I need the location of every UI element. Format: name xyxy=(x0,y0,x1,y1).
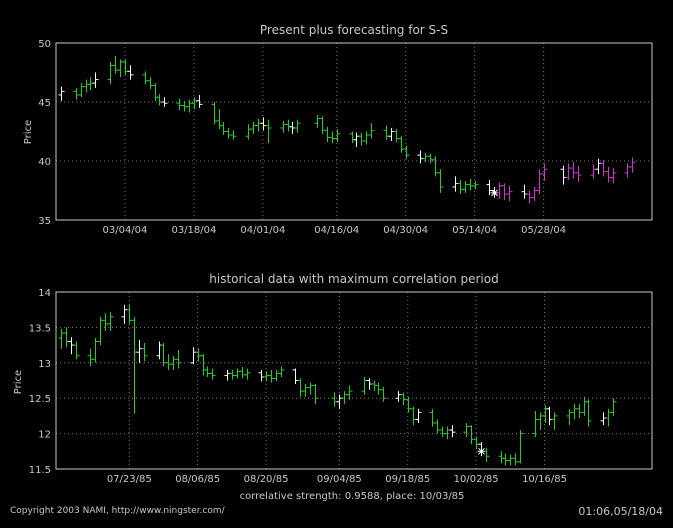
historical-chart-frame xyxy=(55,291,653,470)
price-bar xyxy=(472,181,479,190)
price-bar xyxy=(403,145,410,159)
current-point-star-marker xyxy=(477,447,486,456)
price-bar xyxy=(517,430,524,464)
price-bar xyxy=(73,341,80,360)
price-bar xyxy=(230,130,237,140)
price-bar xyxy=(449,425,456,438)
forecast-price-bar xyxy=(575,165,582,183)
price-bar xyxy=(175,350,182,369)
forecast-chart-title: Present plus forecasting for S-S xyxy=(260,23,448,37)
price-bar xyxy=(244,368,251,380)
historical-chart-price-bars xyxy=(58,304,617,466)
price-bar xyxy=(312,384,319,404)
price-bar xyxy=(278,366,285,377)
y-tick-label: 35 xyxy=(38,216,51,227)
forecast-chart-gridlines xyxy=(56,43,652,220)
forecast-price-bar xyxy=(506,185,513,202)
price-bar xyxy=(107,311,114,331)
x-tick-label: 08/06/85 xyxy=(175,474,220,485)
price-bar xyxy=(334,129,341,143)
forecast-price-bar xyxy=(610,168,617,184)
x-tick-label: 05/28/04 xyxy=(521,225,566,236)
price-bar xyxy=(209,368,216,380)
generated-timestamp: 01:06,05/18/04 xyxy=(578,505,663,518)
x-tick-label: 10/02/85 xyxy=(454,474,499,485)
y-tick-label: 11.5 xyxy=(29,465,51,476)
price-bar xyxy=(368,123,375,139)
price-bar xyxy=(610,398,617,416)
price-bar xyxy=(551,412,558,431)
x-tick-label: 08/20/85 xyxy=(244,474,289,485)
price-bar xyxy=(294,119,301,133)
price-bar xyxy=(265,119,272,144)
historical-chart-title: historical data with maximum correlation… xyxy=(209,272,498,286)
price-bar xyxy=(127,65,134,80)
y-tick-label: 45 xyxy=(38,98,51,109)
forecast-chart-y-axis-label: Price xyxy=(23,120,34,144)
x-tick-label: 09/04/85 xyxy=(317,474,362,485)
x-tick-label: 05/14/04 xyxy=(452,225,497,236)
forecast-price-bar xyxy=(629,157,636,173)
y-tick-label: 13 xyxy=(38,359,51,370)
y-tick-label: 12 xyxy=(38,430,51,441)
price-bar xyxy=(483,447,490,462)
price-bar xyxy=(437,169,444,193)
x-tick-label: 04/01/04 xyxy=(240,225,285,236)
price-bar xyxy=(92,72,99,88)
forecast-chart-ticks: 35 40 45 50 03/04/04 03/18/04 04/01/04 04/16/04… xyxy=(38,39,566,236)
price-bar xyxy=(161,97,168,107)
price-bar xyxy=(58,86,65,101)
correlation-caption: correlative strength: 0.9588, place: 10/… xyxy=(240,491,465,502)
forecast-chart-price-bars xyxy=(58,55,636,204)
y-tick-label: 40 xyxy=(38,157,51,168)
copyright-notice: Copyright 2003 NAMI, http://www.ningster… xyxy=(10,506,225,516)
x-tick-label: 03/04/04 xyxy=(102,225,147,236)
historical-chart-ticks: 11.5 12 12.5 13 13.5 14 07/23/85 08/06/85 08/20/… xyxy=(29,288,567,485)
x-tick-label: 07/23/85 xyxy=(107,474,152,485)
y-tick-label: 50 xyxy=(38,39,51,50)
y-tick-label: 13.5 xyxy=(29,323,51,334)
historical-chart-y-axis-label: Price xyxy=(13,370,24,394)
forecast-price-bar xyxy=(541,163,548,182)
x-tick-label: 04/30/04 xyxy=(383,225,428,236)
forecast-chart-frame xyxy=(55,42,653,221)
x-tick-label: 03/18/04 xyxy=(171,225,216,236)
price-bar xyxy=(380,386,387,402)
y-tick-label: 12.5 xyxy=(29,394,51,405)
y-tick-label: 14 xyxy=(38,288,51,299)
x-tick-label: 10/16/85 xyxy=(522,474,567,485)
price-bar xyxy=(141,342,148,362)
price-bar xyxy=(585,399,592,427)
price-bar xyxy=(415,408,422,423)
price-bar xyxy=(346,385,353,400)
x-tick-label: 09/18/85 xyxy=(385,474,430,485)
forecast-chart-panel: Present plus forecasting for S-S Price 3… xyxy=(23,23,653,236)
historical-chart-panel: historical data with maximum correlation… xyxy=(13,272,653,502)
x-tick-label: 04/16/04 xyxy=(314,225,359,236)
price-bar xyxy=(196,94,203,108)
